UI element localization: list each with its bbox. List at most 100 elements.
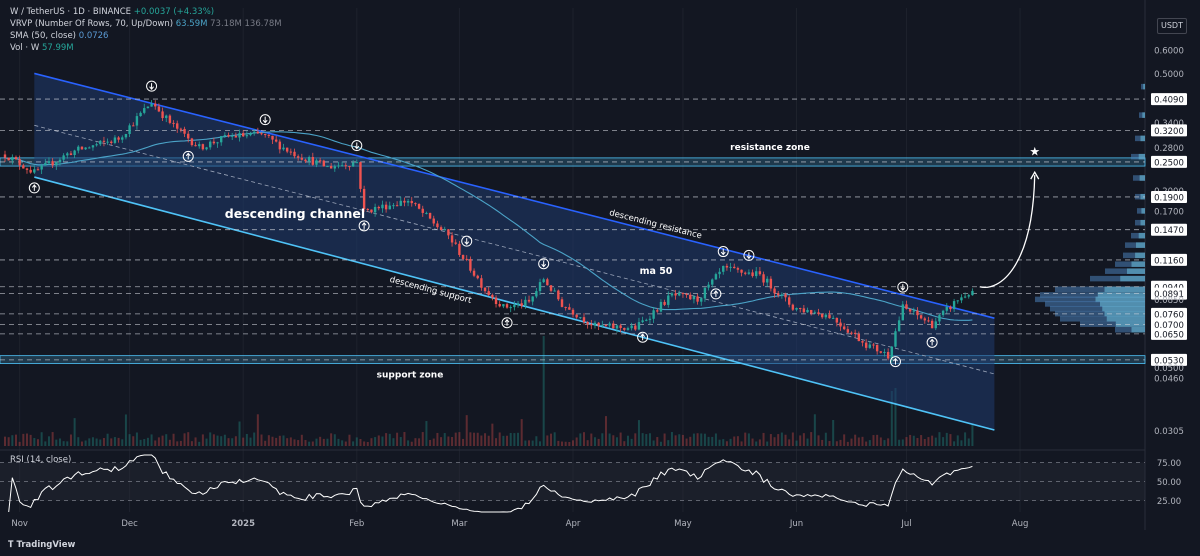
candle-body bbox=[509, 307, 512, 309]
volume-bar bbox=[172, 433, 175, 446]
candle-body bbox=[66, 153, 69, 156]
sma-line[interactable]: SMA (50, close) 0.0726 bbox=[10, 30, 282, 42]
vp-row-up bbox=[1120, 275, 1145, 282]
price-tick: 0.3400 bbox=[1154, 119, 1184, 129]
rsi-tick: 25.00 bbox=[1157, 497, 1181, 507]
candle-body bbox=[630, 325, 633, 329]
volume-bar bbox=[901, 439, 904, 446]
candle-body bbox=[571, 309, 575, 315]
vrvp-line[interactable]: VRVP (Number Of Rows, 70, Up/Down) 63.59… bbox=[10, 18, 282, 30]
candle-body bbox=[227, 135, 230, 137]
candle-body bbox=[132, 125, 135, 127]
candle-body bbox=[168, 115, 172, 123]
price-tag-label: 0.0891 bbox=[1154, 290, 1184, 300]
volume-bar bbox=[223, 434, 226, 446]
price-tag bbox=[1151, 318, 1187, 331]
candle-body bbox=[161, 111, 164, 119]
volume-bar bbox=[601, 433, 604, 446]
volume-bar bbox=[374, 437, 377, 446]
candle-body bbox=[809, 309, 813, 314]
volume-bar bbox=[286, 438, 289, 446]
vol-line[interactable]: Vol · W 57.99M bbox=[10, 42, 282, 54]
volume-bar bbox=[751, 438, 754, 446]
candle-body bbox=[348, 166, 351, 168]
time-axis[interactable]: Nov Dec 2025 Feb Mar Apr May Jun Jul Aug bbox=[11, 519, 1028, 529]
descending-resistance-line bbox=[34, 72, 995, 319]
candle-body bbox=[861, 341, 864, 343]
volume-bar bbox=[949, 434, 952, 446]
candle-body bbox=[88, 147, 91, 149]
vrvp-label: VRVP (Number Of Rows, 70, Up/Down) bbox=[10, 19, 174, 29]
volume-bar bbox=[267, 435, 270, 446]
candle-body bbox=[406, 201, 410, 203]
candle-body bbox=[187, 133, 190, 139]
candle-body bbox=[667, 295, 670, 305]
candle-body bbox=[491, 294, 494, 298]
volume-bar bbox=[762, 432, 765, 446]
vp-row bbox=[1135, 219, 1145, 226]
candle-body bbox=[7, 157, 10, 161]
volume-bar bbox=[550, 433, 553, 446]
projection-curve bbox=[979, 175, 1036, 289]
candle-body bbox=[670, 293, 674, 296]
volume-bar bbox=[604, 416, 607, 446]
candle-body bbox=[143, 108, 146, 113]
candle-body bbox=[395, 205, 399, 207]
volume-bar bbox=[747, 433, 750, 446]
candle-body bbox=[304, 159, 307, 162]
volume-bar bbox=[564, 441, 567, 446]
currency-button[interactable]: USDT bbox=[1157, 18, 1187, 34]
candle-body bbox=[146, 106, 150, 109]
volume-bar bbox=[696, 433, 699, 446]
vp-row bbox=[1060, 316, 1145, 322]
arrow-up-icon bbox=[358, 220, 370, 232]
volume-bar bbox=[132, 436, 135, 446]
candle-body bbox=[14, 156, 18, 160]
volume-bar bbox=[370, 438, 373, 446]
volume-bar bbox=[480, 435, 483, 446]
candle-body bbox=[634, 325, 637, 330]
candle-body bbox=[150, 103, 153, 107]
candle-body bbox=[403, 200, 406, 203]
arrow-down-icon bbox=[461, 235, 473, 247]
volume-bar bbox=[920, 435, 923, 446]
candle-body bbox=[62, 155, 65, 160]
volume-bar bbox=[293, 439, 296, 446]
volume-bar bbox=[817, 435, 820, 446]
candle-body bbox=[623, 327, 626, 330]
volume-bar bbox=[55, 439, 58, 446]
sma-50-path bbox=[4, 131, 973, 321]
volume-bar bbox=[964, 432, 967, 446]
symbol-title[interactable]: W / TetherUS · 1D · BINANCE bbox=[10, 7, 132, 17]
channel-fill bbox=[34, 73, 995, 431]
candle-body bbox=[278, 141, 282, 150]
arrow-down-icon bbox=[351, 140, 363, 152]
candle-body bbox=[44, 163, 47, 166]
volume-bar bbox=[238, 421, 241, 446]
volume-bar bbox=[766, 441, 769, 446]
horizontal-levels bbox=[0, 98, 1145, 361]
arrow-up-icon bbox=[889, 356, 901, 368]
candle-body bbox=[553, 290, 556, 292]
rsi-label[interactable]: RSI (14, close) bbox=[10, 455, 72, 465]
candle-body bbox=[469, 259, 472, 271]
tradingview-icon: 𝐓 bbox=[8, 540, 14, 550]
candle-body bbox=[241, 133, 245, 137]
candle-body bbox=[80, 146, 84, 150]
volume-bar bbox=[352, 441, 355, 446]
volume-bar bbox=[40, 432, 43, 446]
candle-body bbox=[194, 145, 197, 147]
candle-body bbox=[593, 322, 597, 326]
ma-50-label: ma 50 bbox=[640, 266, 673, 277]
volume-bar bbox=[670, 432, 673, 446]
volume-bar bbox=[436, 432, 439, 446]
candle-body bbox=[326, 166, 329, 168]
volume-bar bbox=[879, 437, 882, 446]
candle-body bbox=[25, 168, 29, 170]
candle-body bbox=[857, 334, 861, 342]
candle-body bbox=[450, 235, 454, 243]
volume-bar bbox=[168, 439, 171, 446]
candle-body bbox=[113, 137, 117, 143]
